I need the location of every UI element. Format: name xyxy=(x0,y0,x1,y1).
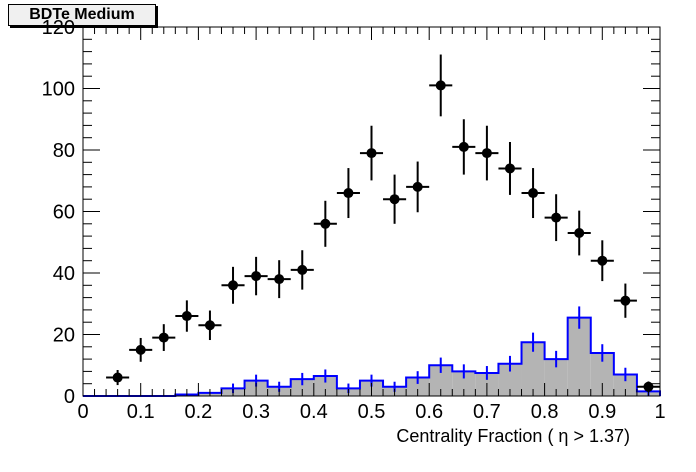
data-point xyxy=(158,332,169,343)
data-point xyxy=(504,163,515,174)
x-tick-label: 0.5 xyxy=(358,401,386,423)
data-point xyxy=(320,218,331,229)
data-point xyxy=(528,188,539,199)
x-tick-label: 0.1 xyxy=(127,401,155,423)
x-tick-label: 0.7 xyxy=(473,401,501,423)
data-point xyxy=(204,320,215,331)
histogram-bar xyxy=(521,342,545,396)
axis-tick-labels: 0 0.1 0.2 0.3 0.4 0.5 0.6 0.7 0.8 0.9 1 0 20 40 60 80 10… xyxy=(42,17,666,423)
x-tick-label: 0.8 xyxy=(531,401,559,423)
data-point xyxy=(366,148,377,159)
data-point xyxy=(274,274,285,285)
y-tick-label: 60 xyxy=(53,202,75,224)
axis-ticks xyxy=(82,26,661,397)
histogram-bar xyxy=(452,371,476,396)
data-point xyxy=(481,148,492,159)
data-point xyxy=(620,295,631,306)
data-point xyxy=(412,181,423,192)
data-point xyxy=(458,141,469,152)
y-tick-label: 40 xyxy=(53,263,75,285)
chart-title: BDTe Medium xyxy=(8,4,156,26)
histogram-bar xyxy=(590,352,614,396)
data-point xyxy=(435,80,446,91)
data-point xyxy=(597,255,608,266)
histogram-bar xyxy=(290,379,314,396)
y-tick-label: 100 xyxy=(42,79,75,101)
y-tick-label: 20 xyxy=(53,325,75,347)
x-tick-label: 0.9 xyxy=(588,401,616,423)
data-point xyxy=(343,188,354,199)
y-tick-label: 120 xyxy=(42,17,75,39)
data-point xyxy=(389,194,400,205)
y-tick-label: 80 xyxy=(53,140,75,162)
data-point xyxy=(551,212,562,223)
data-point xyxy=(181,311,192,322)
histogram-bar xyxy=(313,376,337,396)
x-tick-label: 0 xyxy=(77,401,88,423)
histogram-bar xyxy=(613,374,637,396)
data-points xyxy=(106,54,660,393)
data-point xyxy=(251,271,262,282)
mc-histogram xyxy=(83,306,661,397)
data-point xyxy=(574,228,585,239)
x-tick-label: 0.3 xyxy=(242,401,270,423)
data-point xyxy=(643,381,654,392)
data-point xyxy=(228,280,239,291)
histogram-bar xyxy=(567,317,591,396)
y-tick-label: 0 xyxy=(64,386,75,408)
histogram-bar xyxy=(429,365,453,396)
histogram-bar xyxy=(544,359,568,396)
data-point xyxy=(112,372,123,383)
x-tick-label: 0.6 xyxy=(415,401,443,423)
x-tick-label: 0.2 xyxy=(184,401,212,423)
x-tick-label: 0.4 xyxy=(300,401,328,423)
data-point xyxy=(297,264,308,275)
x-tick-label: 1 xyxy=(654,401,665,423)
histogram-bar xyxy=(498,363,522,396)
histogram-bar xyxy=(406,377,430,396)
x-axis-title: Centrality Fraction ( η > 1.37) xyxy=(396,426,630,446)
data-point xyxy=(135,344,146,355)
